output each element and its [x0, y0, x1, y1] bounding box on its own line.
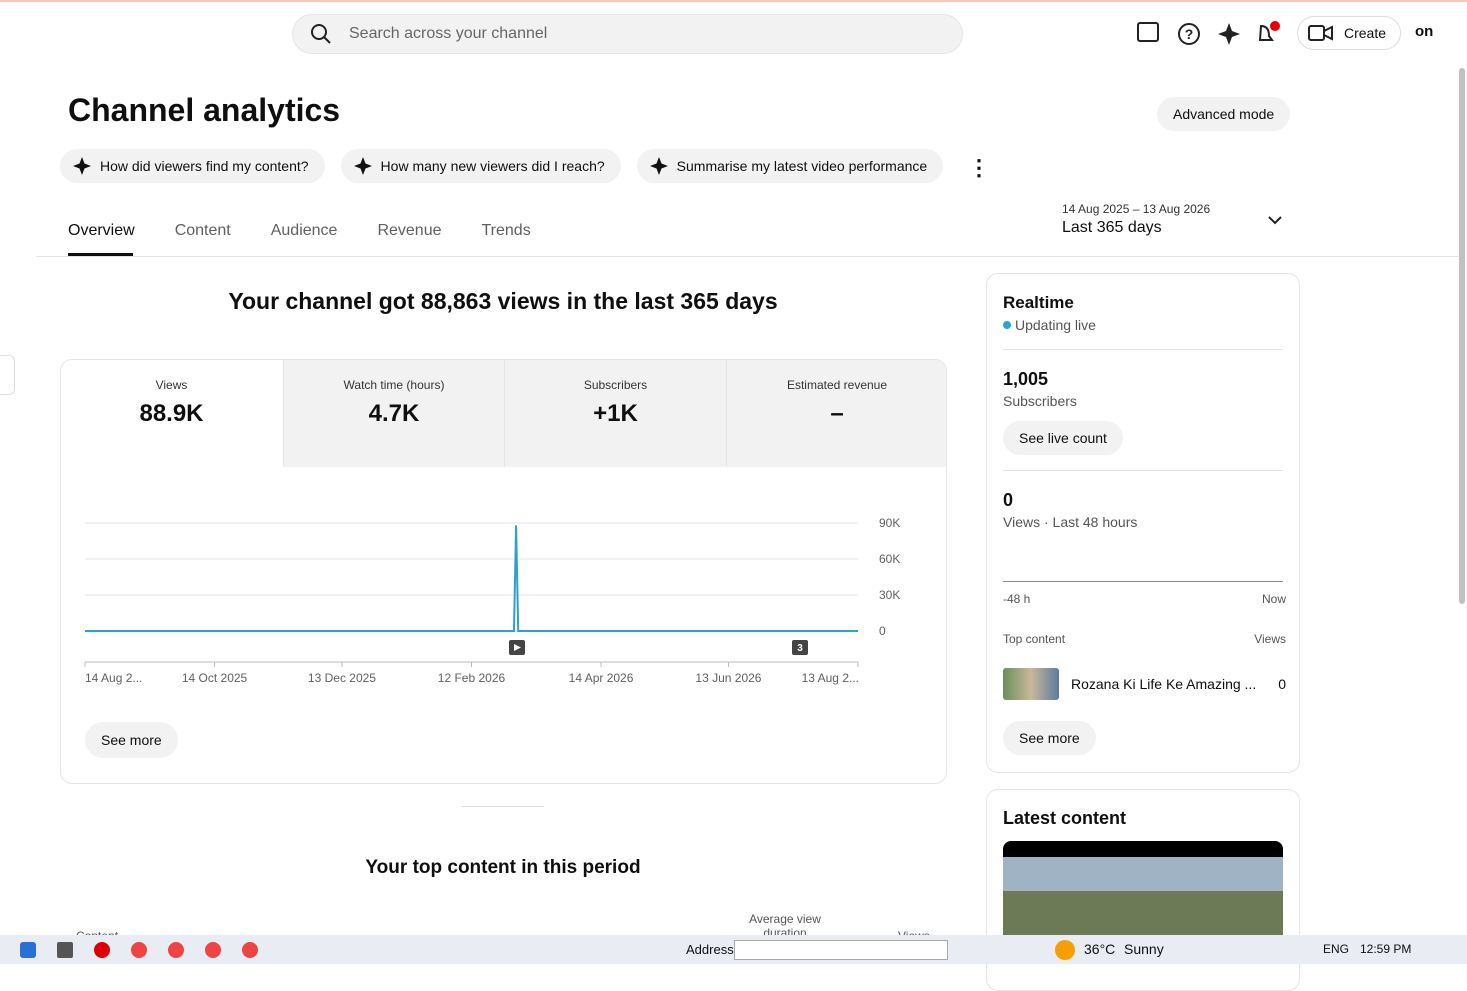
- weather: Sunny: [1124, 941, 1164, 957]
- see-more-button[interactable]: See more: [85, 722, 178, 758]
- y-tick-label: 90K: [879, 516, 900, 530]
- address-label: Address: [686, 942, 734, 957]
- divider: [36, 256, 1459, 257]
- tabs: Overview Content Audience Revenue Trends: [68, 222, 531, 240]
- x-tick-label: 13 Dec 2025: [308, 671, 376, 685]
- toolbar-icons[interactable]: ?: [1135, 20, 1285, 48]
- overview-card: Views 88.9K Watch time (hours) 4.7K Subscrib…: [60, 359, 947, 784]
- x-tick-label: 12 Feb 2026: [438, 671, 506, 685]
- suggestion-text: How did viewers find my content?: [100, 158, 309, 174]
- date-range-dates: 14 Aug 2025 – 13 Aug 2026: [1062, 202, 1211, 216]
- y-tick-label: 30K: [879, 588, 900, 602]
- metric-tab[interactable]: Estimated revenue –: [725, 360, 946, 467]
- search-icon: [311, 24, 331, 44]
- metric-label: Estimated revenue: [786, 378, 888, 392]
- x-tick-label: 14 Apr 2026: [569, 671, 634, 685]
- divider: [462, 806, 544, 807]
- suggestion-chip[interactable]: How did viewers find my content?: [60, 149, 325, 183]
- views-label: Views · Last 48 hours: [1003, 514, 1138, 530]
- create-button[interactable]: Create: [1297, 16, 1402, 50]
- suggestion-text: Summarise my latest video performance: [676, 158, 928, 174]
- metric-tab[interactable]: Subscribers +1K: [504, 360, 726, 467]
- y-tick-label: 60K: [879, 552, 900, 566]
- annotation-badge: [792, 640, 808, 655]
- metric-label: Subscribers: [583, 378, 648, 392]
- views-count: 0: [1003, 490, 1014, 510]
- thumbnail[interactable]: [1003, 668, 1059, 700]
- metric-label: Watch time (hours): [343, 378, 445, 392]
- search-placeholder: Search across your channel: [349, 25, 548, 42]
- x-tick-label: 14 Oct 2025: [182, 671, 248, 685]
- metric-tab[interactable]: Views 88.9K: [61, 360, 282, 467]
- y-tick-label: 0: [879, 624, 886, 638]
- realtime-status: Updating live: [1003, 317, 1096, 333]
- annotation-label: 3: [797, 643, 803, 654]
- x-tick-label: 13 Aug 2...: [802, 671, 859, 685]
- create-label: Create: [1344, 25, 1387, 41]
- video-thumbnail[interactable]: [1003, 841, 1283, 941]
- chart: 0 30K 60K 90K 14 Aug 2... 14 Oct 2025 13 Dec 2…: [84, 516, 900, 685]
- side-tab[interactable]: [0, 355, 15, 395]
- top-content-title: Your top content in this period: [365, 857, 641, 878]
- tab[interactable]: Revenue: [377, 222, 442, 239]
- realtime-card: Realtime Updating live 1,005 Subscribers…: [986, 273, 1300, 773]
- suggestion-chip[interactable]: Summarise my latest video performance: [636, 149, 944, 183]
- clock: 12:59 PM: [1360, 942, 1412, 956]
- axis-label: -48 h: [1003, 592, 1031, 606]
- tab[interactable]: Trends: [481, 222, 531, 239]
- tab[interactable]: Overview: [68, 222, 135, 239]
- live-count-button[interactable]: See live count: [1003, 421, 1123, 455]
- see-more-button[interactable]: See more: [1003, 721, 1096, 755]
- dropdown-icon[interactable]: [1266, 213, 1284, 227]
- x-tick-label: 13 Jun 2026: [695, 671, 761, 685]
- tab-indicator: [68, 253, 133, 256]
- date-range-label[interactable]: Last 365 days: [1062, 219, 1162, 236]
- top-content-label: Top content: [1003, 632, 1066, 646]
- tab[interactable]: Content: [174, 222, 231, 239]
- axis-label: Now: [1261, 592, 1286, 606]
- metric-tab[interactable]: Watch time (hours) 4.7K: [282, 360, 505, 467]
- advanced-mode-button[interactable]: Advanced mode: [1157, 97, 1291, 131]
- top-strip: [0, 0, 1467, 2]
- taskbar: Address 36°C Sunny ENG 12:59 PM: [0, 935, 1467, 964]
- latest-title: Latest content: [1003, 808, 1127, 828]
- subs-label: Subscribers: [1003, 393, 1077, 409]
- scrollbar[interactable]: [1459, 68, 1465, 604]
- address-box[interactable]: [734, 940, 948, 960]
- video-marker-icon: [514, 644, 521, 651]
- suggestion-chip[interactable]: How many new viewers did I reach?: [340, 149, 621, 183]
- metric-label: Views: [155, 378, 188, 392]
- subs-count: 1,005: [1003, 369, 1049, 389]
- svg-text:?: ?: [1185, 26, 1194, 42]
- status-text: Updating live: [1015, 317, 1096, 333]
- avatar[interactable]: on: [1415, 23, 1434, 40]
- create-icon: [1308, 25, 1333, 41]
- page-title: Channel analytics: [68, 92, 341, 128]
- headline: Your channel got 88,863 views in the las…: [228, 288, 778, 314]
- realtime-title: Realtime: [1003, 293, 1074, 312]
- temperature: 36°C: [1084, 941, 1116, 957]
- item-views: 0: [1278, 676, 1286, 692]
- metric-value: –: [830, 400, 844, 427]
- metric-value: 88.9K: [139, 400, 204, 427]
- item-title[interactable]: Rozana Ki Life Ke Amazing ...: [1071, 676, 1257, 692]
- views-header: Views: [1254, 632, 1286, 646]
- x-tick-label: 14 Aug 2...: [85, 671, 142, 685]
- suggestions: How did viewers find my content? How many…: [60, 149, 944, 183]
- data-line: [85, 525, 858, 632]
- search-box[interactable]: Search across your channel: [292, 14, 963, 54]
- metric-value: 4.7K: [368, 400, 420, 427]
- more-menu[interactable]: ⋮: [968, 155, 990, 180]
- language: ENG: [1323, 942, 1350, 956]
- tab[interactable]: Audience: [270, 222, 338, 239]
- latest-card: Latest content: [986, 789, 1300, 991]
- metric-value: +1K: [593, 400, 638, 427]
- suggestion-text: How many new viewers did I reach?: [380, 158, 605, 174]
